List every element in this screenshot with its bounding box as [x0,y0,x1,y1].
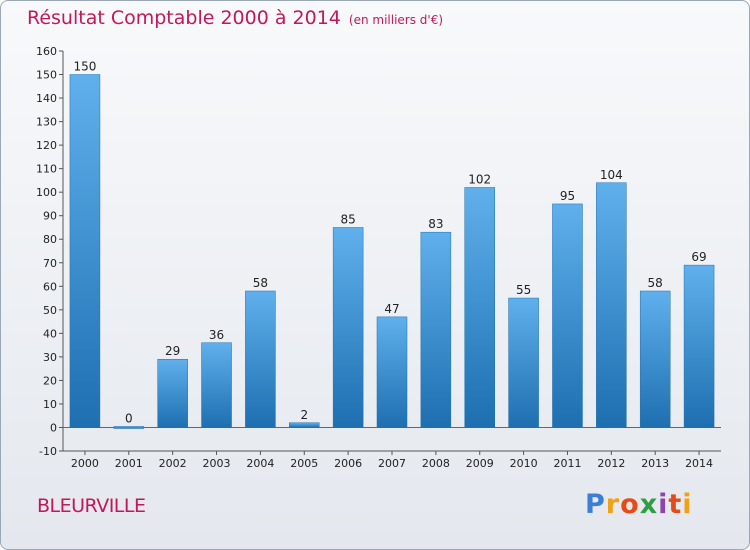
city-name: BLEURVILLE [37,495,146,517]
y-tick-label: 0 [50,421,57,434]
y-tick-label: 120 [36,139,57,152]
y-tick-label: 70 [43,257,57,270]
x-tick-label: 2006 [334,457,362,470]
y-tick-label: 100 [36,186,57,199]
y-tick-label: 130 [36,116,57,129]
bar-value-label: 58 [648,276,663,290]
bar-value-label: 150 [73,60,96,74]
bar-value-label: 47 [384,302,399,316]
bar [420,231,452,428]
bar [639,290,671,428]
y-tick-label: 140 [36,92,57,105]
bar-value-label: 0 [125,411,133,425]
bar [683,264,715,428]
bar-value-label: 85 [340,212,355,226]
y-tick-label: 10 [43,398,57,411]
logo-letter: i [682,489,693,520]
bar-value-label: 69 [691,250,706,264]
chart-title: Résultat Comptable 2000 à 2014 (en millie… [27,7,444,29]
x-tick-label: 2005 [290,457,318,470]
x-tick-label: 2002 [159,457,187,470]
y-tick-label: 80 [43,233,57,246]
bar-value-label: 29 [165,344,180,358]
x-tick-label: 2013 [641,457,669,470]
y-tick-label: 150 [36,69,57,82]
bar-value-label: 58 [253,276,268,290]
bar [245,290,276,428]
bar [201,342,232,428]
y-tick-label: 110 [36,163,57,176]
y-tick-label: 20 [43,374,57,387]
bar-value-label: 83 [428,217,443,231]
bar-value-label: 102 [468,172,491,186]
y-tick-label: 160 [36,45,57,58]
x-tick-label: 2004 [246,457,274,470]
bar [508,297,539,428]
x-tick-label: 2011 [553,457,581,470]
bar-value-label: 2 [300,408,308,422]
bar [332,227,364,428]
x-tick-label: 2009 [466,457,494,470]
logo-letter: r [605,489,621,520]
x-tick-label: 2003 [203,457,231,470]
y-tick-label: 60 [43,280,57,293]
chart-subtitle: (en milliers d'€) [348,13,444,27]
bar [69,74,101,428]
x-tick-label: 2014 [685,457,713,470]
proxiti-logo: Proxiti [585,489,693,520]
x-tick-label: 2012 [597,457,625,470]
bar-value-label: 55 [516,283,531,297]
bar [552,203,583,428]
y-tick-label: -10 [39,445,57,458]
bar [113,426,145,429]
x-tick-label: 2001 [115,457,143,470]
y-tick-label: 90 [43,210,57,223]
y-tick-label: 40 [43,327,57,340]
bar [596,182,627,428]
bar-value-label: 36 [209,328,224,342]
logo-letter: P [585,489,606,520]
bar [157,358,188,428]
x-tick-label: 2007 [378,457,406,470]
y-tick-label: 50 [43,304,57,317]
x-tick-label: 2008 [422,457,450,470]
x-tick-label: 2010 [510,457,538,470]
bar [376,316,408,428]
bar-value-label: 104 [600,168,623,182]
logo-letter: t [668,489,683,520]
logo-letter: x [639,489,659,520]
logo-letter: i [658,489,669,520]
bar [464,187,495,428]
bar [289,422,320,428]
y-tick-label: 30 [43,351,57,364]
logo-letter: o [620,489,640,520]
x-tick-label: 2000 [71,457,99,470]
bar-value-label: 95 [560,189,575,203]
